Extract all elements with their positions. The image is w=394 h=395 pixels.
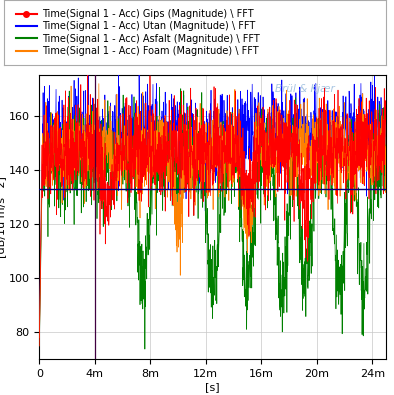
X-axis label: [s]: [s]: [205, 382, 220, 392]
Text: Brül & Kjær: Brül & Kjær: [275, 84, 335, 94]
Y-axis label: [dB/1u m/s^2]: [dB/1u m/s^2]: [0, 176, 6, 258]
Legend: Time(Signal 1 - Acc) Gips (Magnitude) \ FFT, Time(Signal 1 - Acc) Utan (Magnitud: Time(Signal 1 - Acc) Gips (Magnitude) \ …: [13, 6, 262, 59]
